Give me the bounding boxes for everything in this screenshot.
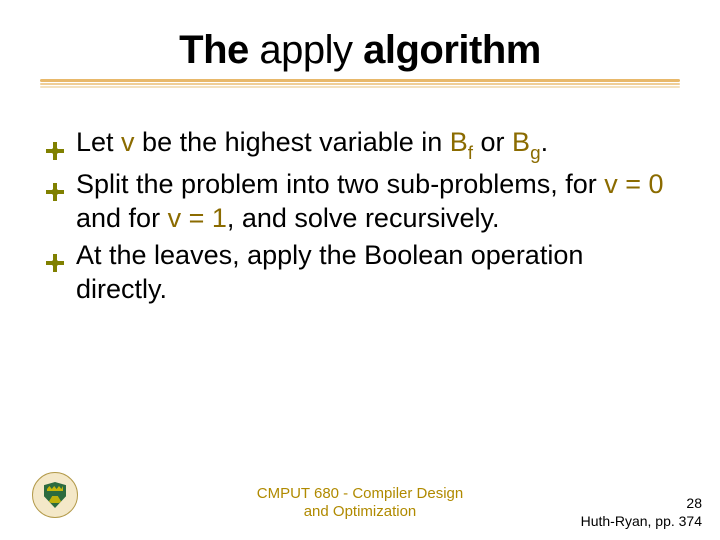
title-underline xyxy=(40,79,680,89)
bullet-list: Let v be the highest variable in Bf or B… xyxy=(40,125,680,307)
slide: The apply algorithm Let v be the highest… xyxy=(0,0,720,540)
bullet-item: Split the problem into two sub-problems,… xyxy=(46,167,670,236)
footer-right: 28 Huth-Ryan, pp. 374 xyxy=(581,495,702,530)
text-segment: Let xyxy=(76,127,121,157)
text-segment: v = 1 xyxy=(168,203,227,233)
underline-rule-3 xyxy=(40,86,680,88)
bullet-icon xyxy=(46,246,64,264)
text-segment: and for xyxy=(76,203,168,233)
slide-number: 28 xyxy=(686,495,702,511)
title-part-3: algorithm xyxy=(363,28,541,72)
underline-rule-2 xyxy=(40,83,680,85)
underline-rule-1 xyxy=(40,79,680,82)
slide-title: The apply algorithm xyxy=(40,28,680,73)
bullet-text: At the leaves, apply the Boolean operati… xyxy=(76,240,583,305)
bullet-text: Let v be the highest variable in Bf or B… xyxy=(76,127,548,157)
title-wrap: The apply algorithm xyxy=(40,28,680,73)
bullet-icon xyxy=(46,175,64,193)
text-segment: , and solve recursively. xyxy=(227,203,500,233)
text-segment: At the leaves, apply the Boolean operati… xyxy=(76,240,583,305)
text-segment: . xyxy=(541,127,549,157)
text-segment: be the highest variable in xyxy=(135,127,450,157)
text-segment: v xyxy=(121,127,135,157)
bullet-item: At the leaves, apply the Boolean operati… xyxy=(46,238,670,307)
bullet-text: Split the problem into two sub-problems,… xyxy=(76,169,664,234)
bullet-icon xyxy=(46,134,64,152)
title-part-1: The xyxy=(179,28,259,72)
title-part-2: apply xyxy=(259,28,363,72)
footer-center-line2: and Optimization xyxy=(304,503,417,520)
text-segment: B xyxy=(450,127,468,157)
citation: Huth-Ryan, pp. 374 xyxy=(581,513,702,529)
text-segment: v = 0 xyxy=(604,169,663,199)
bullet-item: Let v be the highest variable in Bf or B… xyxy=(46,125,670,165)
text-segment: g xyxy=(530,143,541,164)
text-segment: or xyxy=(473,127,512,157)
footer-center-line1: CMPUT 680 - Compiler Design xyxy=(257,485,463,502)
text-segment: B xyxy=(512,127,530,157)
text-segment: Split the problem into two sub-problems,… xyxy=(76,169,604,199)
text-segment: f xyxy=(468,143,473,164)
